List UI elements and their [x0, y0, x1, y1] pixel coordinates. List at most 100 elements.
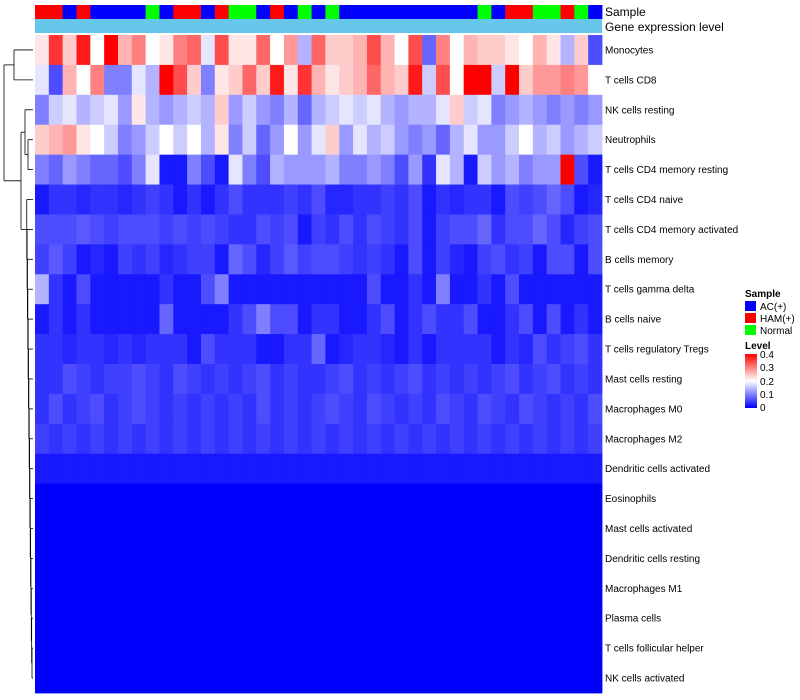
heatmap-cell [519, 663, 534, 694]
heatmap-cell [574, 663, 589, 694]
heatmap-cell [394, 304, 409, 335]
heatmap-cell [366, 393, 382, 425]
heatmap-cell [187, 603, 202, 634]
heatmap-cell [117, 94, 133, 126]
heatmap-cell [449, 274, 465, 305]
heatmap-cell [408, 184, 423, 215]
heatmap-cell [200, 184, 216, 215]
heatmap-cell [76, 364, 91, 395]
heatmap-cell [256, 423, 271, 455]
heatmap-cell [283, 214, 299, 245]
heatmap-cell [283, 393, 299, 425]
heatmap-cell [436, 393, 451, 425]
heatmap-cell [574, 334, 589, 365]
heatmap-cell [270, 573, 285, 604]
heatmap-cell [353, 393, 368, 425]
heatmap-cell [131, 334, 147, 365]
heatmap-cell [477, 214, 492, 245]
legend-level-tick-01: 0.1 [760, 390, 774, 401]
row-label: Macrophages M2 [605, 434, 683, 445]
heatmap-cell [283, 483, 299, 514]
heatmap-cell [436, 663, 451, 694]
heatmap-cell [131, 603, 147, 634]
sample-annotation-cell [491, 5, 506, 19]
heatmap-cell [519, 633, 534, 664]
heatmap-cell [546, 423, 561, 455]
heatmap-cell [283, 244, 299, 275]
heatmap-cell [519, 64, 534, 96]
heatmap-cell [62, 513, 77, 544]
heatmap-cell [35, 573, 50, 604]
heatmap-cell [242, 633, 257, 664]
heatmap-cell [449, 94, 465, 126]
heatmap-cell [90, 334, 105, 365]
heatmap-cell [546, 154, 561, 185]
heatmap-cell [256, 35, 271, 66]
heatmap-cell [463, 304, 478, 335]
heatmap-cell [505, 513, 520, 544]
heatmap-cell [505, 423, 520, 455]
legend-sample-title: Sample [745, 289, 781, 300]
heatmap-cell [62, 64, 77, 96]
heatmap-cell [588, 214, 603, 245]
heatmap-cell [62, 244, 77, 275]
heatmap-cell [463, 573, 478, 604]
heatmap-cell [228, 334, 243, 365]
heatmap-cell [90, 483, 105, 514]
heatmap-cell [35, 124, 50, 156]
heatmap-cell [104, 244, 119, 275]
heatmap-cell [422, 573, 437, 604]
heatmap-cell [145, 214, 160, 245]
heatmap-cell [145, 154, 160, 185]
legend-level-tick-0: 0 [760, 403, 766, 414]
heatmap-cell [62, 393, 77, 425]
heatmap-cell [90, 603, 105, 634]
heatmap-cell [436, 35, 451, 66]
heatmap-cell [311, 423, 326, 455]
heatmap-cell [325, 35, 340, 66]
heatmap-cell [35, 184, 50, 215]
heatmap-cell [560, 124, 575, 156]
heatmap-cell [76, 423, 91, 455]
heatmap-cell [366, 633, 382, 664]
heatmap-cell [187, 64, 202, 96]
heatmap-cell [339, 124, 354, 156]
heatmap-cell [353, 94, 368, 126]
heatmap-cell [491, 423, 506, 455]
heatmap-cell [436, 214, 451, 245]
heatmap-cell [228, 94, 243, 126]
heatmap-cell [366, 214, 382, 245]
heatmap-cell [145, 334, 160, 365]
heatmap-cell [505, 453, 520, 485]
heatmap-cell [242, 124, 257, 156]
annotation-label-sample: Sample [605, 5, 646, 19]
heatmap-cell [463, 393, 478, 425]
heatmap-cell [117, 543, 133, 574]
sample-annotation-cell [477, 5, 492, 19]
heatmap-cell [408, 483, 423, 514]
heatmap-cell [366, 663, 382, 694]
heatmap-cell [394, 364, 409, 395]
heatmap-cell [491, 124, 506, 156]
heatmap-cell [588, 154, 603, 185]
heatmap-cell [380, 64, 395, 96]
row-label: Mast cells resting [605, 374, 682, 385]
heatmap-cell [546, 334, 561, 365]
heatmap-cell [159, 483, 174, 514]
heatmap-cell [214, 274, 230, 305]
heatmap-cell [311, 244, 326, 275]
heatmap-cell [477, 453, 492, 485]
heatmap-cell [449, 663, 465, 694]
heatmap-cell [463, 543, 478, 574]
heatmap-cell [353, 334, 368, 365]
heatmap-cell [436, 64, 451, 96]
heatmap-cell [546, 64, 561, 96]
heatmap-cell [422, 214, 437, 245]
heatmap-cell [477, 154, 492, 185]
sample-annotation-cell [90, 5, 105, 19]
heatmap-cell [408, 603, 423, 634]
heatmap-cell [339, 214, 354, 245]
legend-level-colorbar [745, 354, 757, 408]
heatmap-cell [436, 603, 451, 634]
heatmap-cell [408, 573, 423, 604]
